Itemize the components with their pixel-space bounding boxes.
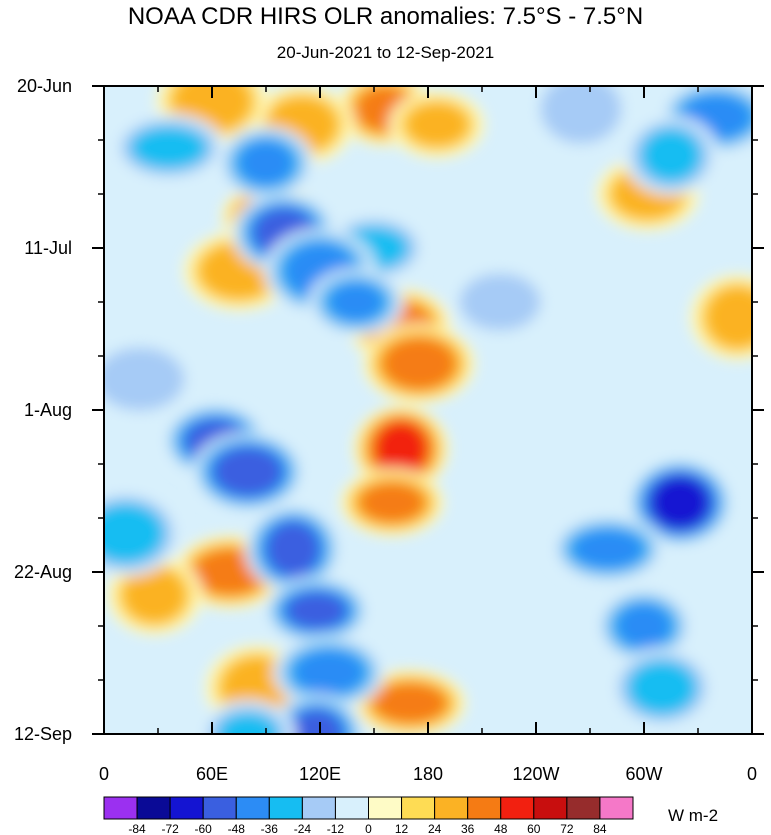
anomaly-blob [552, 514, 664, 583]
colorbar-label: 72 [560, 822, 574, 835]
colorbar-swatch [301, 796, 336, 820]
anomaly-blob [264, 576, 369, 645]
x-tick-label: 0 [747, 764, 757, 784]
anomaly-contour-positive [374, 421, 428, 476]
colorbar-label: -12 [327, 822, 345, 835]
colorbar-swatch [103, 796, 138, 820]
anomaly-contour-negative [285, 592, 347, 629]
anomaly-contour-negative [615, 603, 673, 649]
y-tick-label: 22-Aug [14, 562, 72, 582]
anomaly-contour-negative [129, 125, 209, 170]
anomaly-contour-negative [459, 273, 541, 331]
anomaly-blob [689, 274, 752, 361]
anomaly-blob [448, 265, 552, 339]
anomaly-contour-negative [292, 649, 366, 695]
anomaly-contour-positive [123, 567, 186, 623]
anomaly-contour-negative [213, 447, 283, 497]
anomaly-contour-negative [266, 521, 320, 577]
chart-title: NOAA CDR HIRS OLR anomalies: 7.5°S - 7.5… [127, 3, 644, 30]
x-tick-label: 120E [299, 764, 341, 784]
colorbar-label: 36 [461, 822, 475, 835]
colorbar-swatch [368, 796, 403, 820]
anomaly-contour-positive [359, 482, 425, 523]
colorbar-label: -60 [195, 822, 213, 835]
y-tick-label: 20-Jun [17, 76, 72, 96]
colorbar-label: 84 [593, 822, 607, 835]
anomaly-contour-positive [405, 102, 469, 147]
colorbar-label: -84 [128, 822, 146, 835]
anomaly-blob [389, 90, 485, 159]
anomaly-blob [273, 635, 385, 710]
anomaly-blob [104, 339, 196, 420]
colorbar-swatch [599, 796, 634, 820]
colorbar-swatch [500, 796, 535, 820]
anomaly-contour-negative [650, 476, 710, 529]
colorbar-swatch [566, 796, 601, 820]
anomaly-blob [245, 505, 341, 592]
colorbar-swatch [268, 796, 303, 820]
anomaly-contour-negative [639, 127, 703, 184]
anomaly-blob [354, 669, 466, 734]
anomaly-blob [610, 647, 714, 728]
anomaly-blob [596, 589, 692, 663]
colorbar-swatch [169, 796, 204, 820]
x-tick-label: 120W [512, 764, 559, 784]
anomaly-blob [192, 431, 304, 512]
x-tick-label: 0 [99, 764, 109, 784]
anomaly-contour-positive [382, 338, 456, 390]
anomaly-contour-negative [104, 347, 185, 411]
y-tick-label: 1-Aug [24, 400, 72, 420]
anomaly-blob [218, 126, 314, 201]
chart-subtitle: 20-Jun-2021 to 12-Sep-2021 [276, 43, 495, 62]
colorbar-label: 60 [527, 822, 541, 835]
anomaly-contour-negative [237, 140, 295, 186]
colorbar-swatch [334, 796, 370, 820]
anomaly-blob [340, 468, 444, 537]
axes: 0 60E 120E 180 120W 60W 0 20-Jun 11-Jul 1-Aug 22-A… [14, 76, 764, 784]
colorbar-label: 0 [365, 822, 372, 835]
anomaly-contour-negative [216, 712, 280, 734]
x-tick-label: 60W [625, 764, 662, 784]
anomaly-contour-negative [104, 502, 165, 565]
anomaly-blob [200, 700, 296, 734]
anomaly-blob [623, 115, 719, 196]
anomaly-contour-negative [540, 86, 622, 144]
colorbar-swatch [136, 796, 171, 820]
anomaly-blob [628, 459, 732, 546]
anomaly-blob [104, 490, 182, 577]
anomaly-blob [529, 86, 633, 153]
y-tick-label: 11-Jul [24, 238, 72, 258]
colorbar-label: 24 [428, 822, 442, 835]
colorbar-label: -48 [228, 822, 246, 835]
colorbar-swatch [202, 796, 237, 820]
colorbar: -84 -72 -60 -48 -36 -24 -12 0 12 24 36 48 60 72 84 [103, 796, 634, 835]
anomaly-blob [112, 113, 225, 182]
colorbar-units-label: W m-2 [668, 806, 719, 825]
colorbar-swatch [401, 796, 436, 820]
colorbar-swatch [533, 796, 568, 820]
anomaly-contour-negative [289, 709, 343, 734]
y-tick-label: 12-Sep [14, 724, 72, 744]
anomaly-contour-positive [373, 683, 447, 723]
anomaly-contour-negative [626, 659, 698, 716]
colorbar-label: -24 [294, 822, 312, 835]
colorbar-swatch [467, 796, 502, 820]
x-tick-label: 60E [196, 764, 228, 784]
anomaly-blob [308, 268, 404, 336]
x-tick-label: 180 [413, 764, 443, 784]
colorbar-swatch [434, 796, 469, 820]
colorbar-label: 12 [395, 822, 409, 835]
anomaly-blob [363, 323, 475, 404]
anomaly-field [104, 86, 752, 734]
colorbar-label: 48 [494, 822, 508, 835]
anomaly-contour-negative [571, 529, 645, 569]
anomaly-contour-positive [706, 286, 752, 349]
colorbar-label: -72 [161, 822, 179, 835]
colorbar-swatch [235, 796, 270, 820]
colorbar-label: -36 [261, 822, 279, 835]
anomaly-contour-negative [327, 282, 385, 322]
